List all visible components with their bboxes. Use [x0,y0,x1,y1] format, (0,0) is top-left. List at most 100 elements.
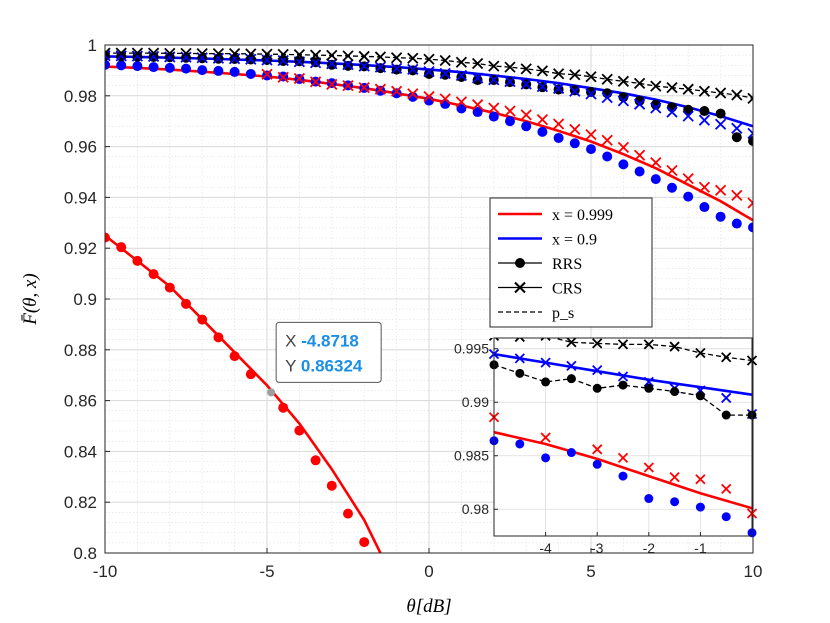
main-series-8-point-3 [148,269,159,280]
main-series-6-point-13 [309,49,322,61]
main-series-6-point-12 [293,49,306,61]
main-series-6-point-35 [666,82,678,94]
main-series-3-point-25 [666,164,678,177]
main-series-5-point-34 [650,102,662,114]
legend-entry-1[interactable]: x = 0.9 [498,232,597,249]
main-series-6-point-20 [423,53,435,65]
inset-series-4-point-1 [514,353,525,364]
main-series-6-point-25 [504,61,516,73]
main-series-6-point-37 [698,85,711,97]
main-series-4-point-36 [683,104,694,115]
inset-series-2-point-4 [592,459,602,469]
main-series-2-point-34 [650,174,661,185]
main-series-5-point-31 [601,91,613,104]
inset-series-6-point-4 [592,338,603,349]
y-tick-label-0: 0.8 [73,544,97,563]
main-series-6-point-24 [488,60,500,72]
y-axis-label: F̄(θ, x) [20,273,41,326]
main-series-2-point-17 [375,85,386,96]
main-series-3-point-30 [747,197,753,209]
legend[interactable]: x = 0.999 x = 0.9 RRS CRS p_s [489,197,653,328]
inset-series-2-point-7 [670,497,680,507]
legend-entry-4[interactable]: p_s [498,305,574,322]
inset-y-tick-label-2: 0.99 [462,394,489,410]
inset-series-4-point-2 [540,357,551,368]
inset-series-6-point-5 [617,339,629,350]
inset-series-6-point-3 [566,338,577,348]
inset-series-6-point-0 [488,338,500,341]
main-series-5-point-6 [196,52,208,64]
inset-series-6-point-8 [695,347,706,359]
main-series-2-point-26 [521,121,532,132]
main-series-6-point-29 [569,69,581,81]
y-tick-label-7: 0.94 [64,188,97,207]
main-series-6-point-39 [731,89,743,101]
inset-series-4-point-9 [721,392,732,404]
main-series-5-point-21 [439,67,451,80]
main-series-3-point-5 [342,80,354,92]
legend-label-0: x = 0.999 [552,207,613,224]
main-series-3-point-24 [650,156,662,169]
inset-series-4-point-4 [592,364,603,376]
main-series-8-point-4 [164,282,175,293]
main-series-8-point-9 [245,369,256,380]
main-series-6-point-17 [374,51,387,63]
inset-series-5-point-7 [670,387,680,397]
inset-axes-box [493,337,753,537]
main-series-6-point-4 [164,47,176,60]
main-series-6-point-19 [407,52,419,64]
inset-series-5-point-4 [592,383,602,393]
main-series-2-point-29 [569,138,580,149]
inset-series-6-point-1 [514,338,525,343]
main-series-4-point-20 [424,68,434,79]
main-series-6-point-26 [520,63,532,75]
main-series-5-point-17 [374,61,387,73]
main-series-3-point-3 [309,76,322,88]
inset-series-4-point-3 [566,360,577,371]
main-series-5-point-40 [747,127,753,140]
main-series-4-point-30 [586,86,596,97]
inset-series-0-line [493,430,753,510]
legend-marker-3 [514,281,526,294]
inset-series-2-point-6 [644,494,654,504]
main-series-3-point-21 [601,134,613,146]
main-series-8-point-12 [310,455,321,466]
main-series-6-point-38 [714,87,727,99]
main-series-3-point-16 [520,109,532,121]
main-series-3-point-12 [455,96,468,108]
inset-series-1-point-1 [540,432,551,443]
main-series-7-line [105,234,382,553]
main-series-2-point-4 [164,62,175,73]
y-tick-label-8: 0.96 [64,138,97,157]
inset-y-tick-label-1: 0.985 [454,448,489,464]
datatip[interactable]: X -4.8718 Y 0.86324 [267,321,382,397]
y-tick-label-2: 0.84 [64,442,97,461]
main-series-6-point-14 [326,49,338,62]
legend-entry-0[interactable]: x = 0.999 [498,207,613,224]
main-series-5-point-26 [520,78,532,90]
main-series-6-point-11 [277,48,289,61]
legend-entry-2[interactable]: RRS [498,256,582,273]
main-ticks: -10 -5 0 5 10 0.8 0.82 0.84 0.86 0.88 0.9 0.92 0.94 0… [64,36,763,581]
inset-series-4-point-6 [643,376,654,388]
main-series-6-point-22 [455,56,468,68]
main-series-3-point-18 [552,118,565,130]
main-series-2-point-38 [715,211,726,222]
main-series-8-point-2 [132,255,143,266]
main-series-2-point-24 [488,111,499,122]
legend-marker-2 [515,258,525,268]
main-series-8-point-10 [278,402,289,413]
main-series-2-point-37 [699,202,710,213]
main-series-5-point-14 [326,58,338,70]
legend-entry-3[interactable]: CRS [498,281,582,298]
main-series-3-point-23 [633,149,646,161]
main-series-8-point-5 [181,298,191,309]
main-series-6-point-1 [115,47,127,59]
y-tick-label-9: 0.98 [64,87,97,106]
main-series-6-point-23 [471,57,484,70]
main-series-2-point-39 [731,218,742,229]
main-series-6-point-28 [552,68,565,80]
main-series-3-point-28 [714,184,727,196]
main-series-6-point-2 [131,47,144,59]
inset-series-1-point-2 [592,444,603,455]
